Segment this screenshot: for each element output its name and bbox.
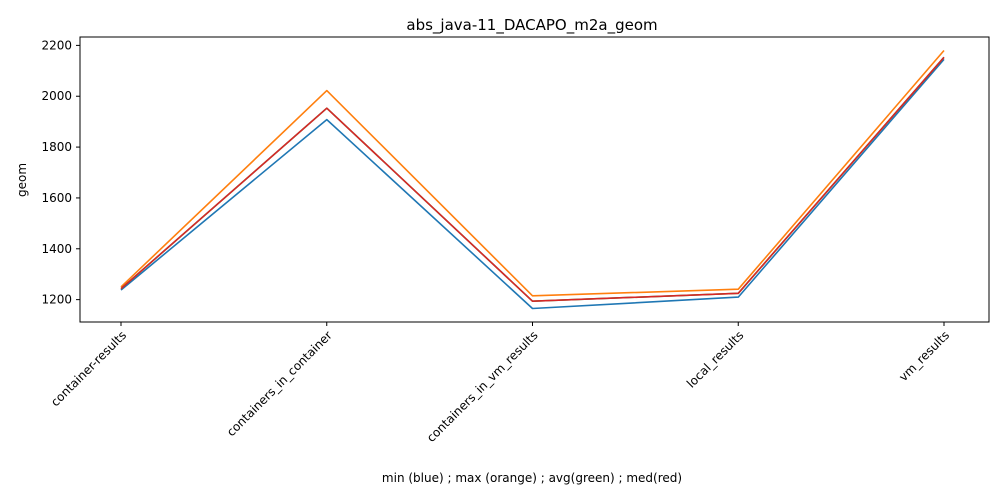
y-tick-label: 1800 [41, 140, 72, 154]
series-line-med [120, 56, 945, 303]
y-axis-ticks: 1200 1400 1600 1800 2000 2200 [41, 38, 80, 307]
x-tick-label: container-results [48, 328, 129, 409]
series-line-avg [120, 56, 945, 303]
y-axis-label: geom [15, 163, 29, 197]
y-tick-label: 1600 [41, 191, 72, 205]
x-axis-ticks: container-results containers_in_container… [48, 322, 952, 445]
y-tick-label: 1200 [41, 293, 72, 307]
series-line-min [120, 58, 945, 310]
series-line-max [120, 49, 945, 297]
y-tick-label: 1400 [41, 242, 72, 256]
y-tick-label: 2200 [41, 38, 72, 52]
x-tick-label: containers_in_vm_results [424, 328, 541, 445]
chart-title: abs_java-11_DACAPO_m2a_geom [406, 16, 657, 35]
x-tick-label: local_results [684, 328, 746, 390]
series-layer [120, 49, 945, 310]
x-axis-label: min (blue) ; max (orange) ; avg(green) ;… [382, 471, 682, 485]
plot-frame [79, 36, 990, 323]
x-tick-label: containers_in_container [224, 328, 335, 439]
x-tick-label: vm_results [896, 328, 952, 384]
y-tick-label: 2000 [41, 89, 72, 103]
